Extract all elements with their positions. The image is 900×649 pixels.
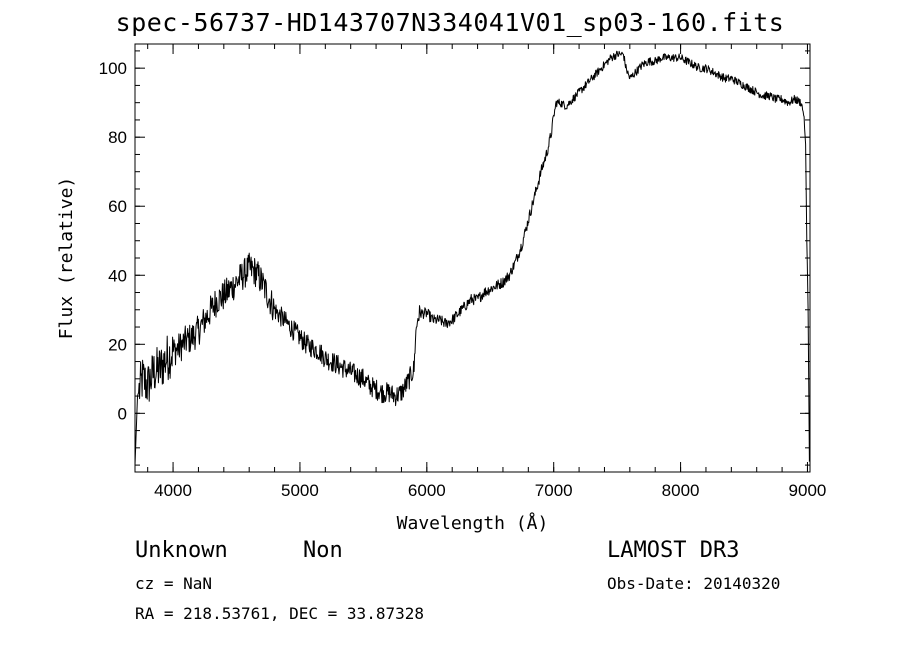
y-tick-label: 100 <box>99 59 127 78</box>
x-tick-label: 6000 <box>408 481 446 500</box>
y-tick-label: 80 <box>108 128 127 147</box>
y-tick-label: 20 <box>108 335 127 354</box>
y-tick-label: 60 <box>108 197 127 216</box>
coordinates-text: RA = 218.53761, DEC = 33.87328 <box>135 604 424 623</box>
y-tick-label: 40 <box>108 266 127 285</box>
x-tick-label: 9000 <box>789 481 827 500</box>
x-tick-label: 8000 <box>662 481 700 500</box>
x-tick-label: 5000 <box>281 481 319 500</box>
y-tick-label: 0 <box>118 404 127 423</box>
survey-label: LAMOST DR3 <box>607 538 740 563</box>
redshift-text: cz = NaN <box>135 574 213 593</box>
subclass-label: Non <box>303 538 343 563</box>
class-label: Unknown <box>135 538 228 563</box>
obs-date-text: Obs-Date: 20140320 <box>607 574 781 593</box>
x-tick-label: 4000 <box>154 481 192 500</box>
plot-frame <box>134 43 811 473</box>
x-axis-label: Wavelength (Å) <box>397 512 549 534</box>
axis-ticks <box>135 44 810 472</box>
x-tick-label: 7000 <box>535 481 573 500</box>
y-axis-label: Flux (relative) <box>56 177 77 340</box>
axis-tick-labels: 4000 5000 6000 7000 8000 9000 0 20 40 60 80 100 <box>99 59 827 500</box>
chart-title: spec-56737-HD143707N334041V01_sp03-160.f… <box>115 8 785 37</box>
spectrum-line <box>134 50 810 466</box>
